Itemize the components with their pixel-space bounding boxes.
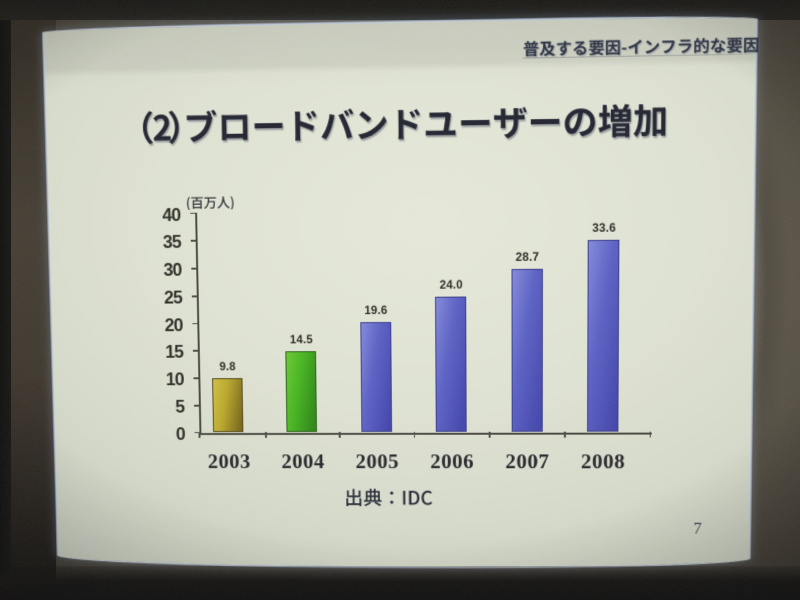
bar-chart: (百万人) 0 5 10 15 20 25 30 35 40 9.8 2003 14.5 2004 19.… (44, 15, 767, 561)
y-axis-label: 20 (164, 314, 183, 335)
room-background-far-left (0, 0, 11, 600)
x-axis-line (199, 431, 652, 435)
category-label-2007: 2007 (505, 449, 550, 473)
x-axis-tick (338, 430, 341, 437)
x-axis-tick (198, 431, 201, 437)
y-axis-tick (190, 211, 195, 214)
y-axis-label: 30 (163, 259, 182, 280)
bar-2003 (212, 377, 244, 433)
y-axis-label: 15 (164, 341, 184, 362)
category-label-2006: 2006 (430, 449, 474, 473)
bar-2008 (587, 239, 620, 432)
category-label-2005: 2005 (355, 449, 400, 473)
x-axis-tick (564, 430, 567, 437)
data-label-2005: 19.6 (364, 304, 388, 317)
y-axis-tick (191, 267, 196, 270)
x-axis-tick (264, 431, 267, 437)
data-label-2003: 9.8 (219, 361, 236, 373)
data-label-2007: 28.7 (515, 251, 540, 264)
x-axis-tick (649, 430, 652, 437)
y-axis-tick (194, 404, 199, 406)
x-axis-tick (413, 430, 416, 437)
unit-label-text: (百万人) (44, 29, 45, 30)
y-axis-tick (190, 239, 196, 242)
room-background-bottom (0, 566, 800, 600)
y-axis-label: 40 (161, 203, 181, 225)
y-axis-label: 25 (163, 286, 183, 307)
bar-2007 (511, 268, 543, 432)
y-axis-label: 0 (175, 423, 186, 443)
bar-2005 (360, 321, 392, 432)
x-axis-tick (488, 430, 491, 437)
data-label-2006: 24.0 (439, 279, 463, 292)
category-label-2004: 2004 (281, 449, 325, 473)
y-axis-label: 5 (175, 396, 185, 416)
data-label-2004: 14.5 (289, 334, 313, 347)
y-axis-label: 35 (162, 231, 182, 252)
source-text-vector (346, 487, 433, 506)
data-label-2008: 33.6 (592, 222, 616, 235)
y-axis-tick (192, 322, 197, 325)
page-number: 7 (693, 518, 702, 538)
bar-2006 (435, 295, 467, 432)
bar-2004 (285, 350, 318, 432)
presentation-slide: 普及する要因-インフラ的な要因 （2）ブロードバンドユーザーの増加 (百万人) … (43, 15, 759, 568)
category-label-2003: 2003 (207, 449, 251, 473)
y-axis-tick (192, 349, 198, 352)
y-axis-tick (193, 376, 198, 379)
unit-label-vector (187, 195, 234, 210)
y-axis-label: 10 (165, 368, 184, 389)
category-label-2008: 2008 (580, 448, 626, 473)
y-axis-tick (191, 294, 197, 297)
